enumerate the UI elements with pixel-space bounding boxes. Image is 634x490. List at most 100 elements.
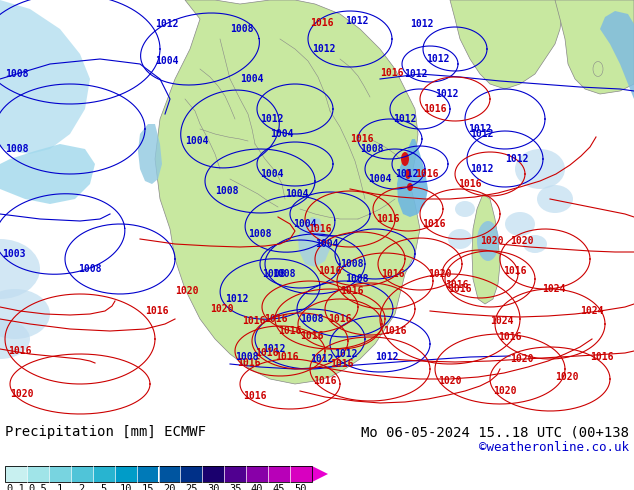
Text: 1016: 1016 [422, 219, 446, 229]
Text: 1012: 1012 [393, 114, 417, 124]
Bar [115, 466, 136, 482]
Text: 1016: 1016 [445, 280, 469, 290]
Text: 1016: 1016 [328, 314, 351, 324]
Text: 1016: 1016 [278, 326, 302, 336]
Text: 1016: 1016 [264, 314, 287, 324]
Text: 1012: 1012 [260, 114, 283, 124]
Text: 1012: 1012 [410, 19, 434, 29]
Text: 1016: 1016 [237, 358, 261, 368]
Text: 1008: 1008 [235, 352, 259, 362]
Text: 1020: 1020 [480, 236, 503, 246]
Bar [202, 466, 224, 482]
Ellipse shape [455, 201, 475, 217]
Text: 1016: 1016 [415, 169, 439, 179]
Text: 2: 2 [79, 484, 85, 490]
Text: 1004: 1004 [368, 174, 392, 184]
Text: 1004: 1004 [240, 74, 264, 84]
Text: ©weatheronline.co.uk: ©weatheronline.co.uk [479, 441, 629, 454]
Bar [27, 466, 49, 482]
Text: 1008: 1008 [345, 274, 368, 284]
Text: 30: 30 [207, 484, 219, 490]
Bar [5, 466, 27, 482]
Ellipse shape [515, 149, 565, 189]
Bar [290, 466, 312, 482]
Bar [49, 466, 71, 482]
Text: 35: 35 [229, 484, 242, 490]
Ellipse shape [505, 212, 535, 236]
Bar [5, 466, 312, 482]
Text: 1016: 1016 [313, 376, 337, 386]
Text: 1008: 1008 [230, 24, 254, 34]
Text: 1012: 1012 [334, 349, 358, 359]
Text: 0.1: 0.1 [6, 484, 25, 490]
Text: 1020: 1020 [438, 376, 462, 386]
Bar [246, 466, 268, 482]
Text: Mo 06-05-2024 15..18 UTC (00+138: Mo 06-05-2024 15..18 UTC (00+138 [361, 425, 629, 439]
Text: 1012: 1012 [225, 294, 249, 304]
Text: 1012: 1012 [312, 44, 335, 54]
Polygon shape [450, 0, 562, 89]
Polygon shape [155, 0, 420, 384]
Text: 1012: 1012 [262, 344, 285, 354]
Text: 1012: 1012 [505, 154, 529, 164]
Bar [158, 466, 181, 482]
Text: 1012: 1012 [468, 124, 491, 134]
Polygon shape [397, 139, 428, 217]
Ellipse shape [537, 185, 573, 213]
Text: 1008: 1008 [5, 69, 29, 79]
Ellipse shape [448, 229, 472, 249]
Text: 1012: 1012 [375, 352, 399, 362]
Text: 1020: 1020 [10, 389, 34, 399]
Text: 20: 20 [163, 484, 176, 490]
Text: 1008: 1008 [300, 314, 323, 324]
Text: 15: 15 [141, 484, 154, 490]
Text: 1016: 1016 [308, 224, 332, 234]
Ellipse shape [477, 221, 499, 261]
Text: 1016: 1016 [330, 359, 354, 369]
Polygon shape [472, 194, 500, 304]
Text: 1016: 1016 [380, 68, 403, 78]
Text: 40: 40 [251, 484, 264, 490]
Text: 1004: 1004 [260, 169, 283, 179]
Text: 1004: 1004 [155, 56, 179, 66]
Text: 25: 25 [185, 484, 198, 490]
Text: 1: 1 [56, 484, 63, 490]
Text: Precipitation [mm] ECMWF: Precipitation [mm] ECMWF [5, 425, 206, 439]
Polygon shape [138, 124, 162, 184]
Text: 1004: 1004 [270, 129, 294, 139]
Bar [181, 466, 202, 482]
Text: 1004: 1004 [315, 239, 339, 249]
Bar [93, 466, 115, 482]
Polygon shape [0, 144, 95, 204]
Text: 1016: 1016 [590, 352, 614, 362]
Bar [136, 466, 158, 482]
Polygon shape [298, 217, 330, 267]
Text: 1016: 1016 [340, 286, 363, 296]
Polygon shape [600, 11, 634, 99]
Text: 0.5: 0.5 [29, 484, 48, 490]
Polygon shape [0, 0, 90, 154]
Text: 1024: 1024 [580, 306, 604, 316]
Text: 1016: 1016 [310, 18, 333, 28]
Text: 1008: 1008 [340, 259, 363, 269]
Text: 1016: 1016 [498, 332, 522, 342]
Text: 1012: 1012 [470, 129, 493, 139]
Text: 1004: 1004 [285, 189, 309, 199]
Text: 1016: 1016 [300, 331, 323, 341]
Text: 1016: 1016 [376, 214, 399, 224]
Bar [268, 466, 290, 482]
Polygon shape [555, 0, 634, 94]
Polygon shape [312, 466, 328, 482]
Text: 10: 10 [119, 484, 132, 490]
Text: 1024: 1024 [490, 316, 514, 326]
Text: 1008: 1008 [360, 144, 384, 154]
Text: 1008: 1008 [262, 269, 285, 279]
Text: 45: 45 [273, 484, 285, 490]
Text: 1008: 1008 [78, 264, 101, 274]
Text: 1016: 1016 [458, 179, 481, 189]
Ellipse shape [523, 235, 547, 253]
Text: 1016: 1016 [381, 269, 404, 279]
Text: 1012: 1012 [310, 354, 333, 364]
Text: 1004: 1004 [293, 219, 316, 229]
Bar [224, 466, 246, 482]
